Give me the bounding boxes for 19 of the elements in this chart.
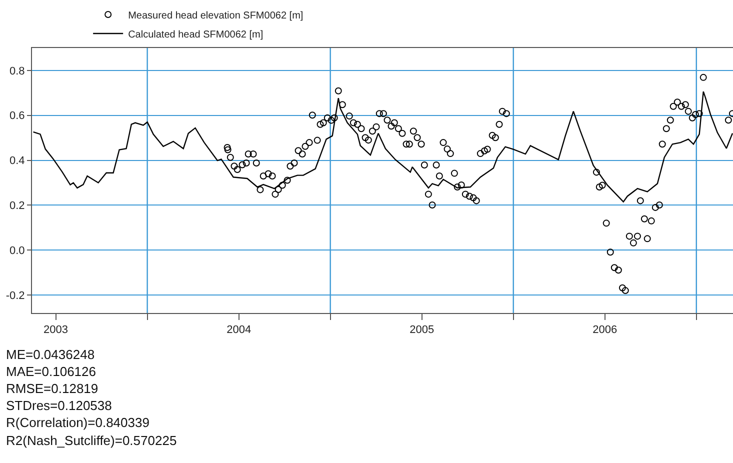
y-tick-label: 0.8 <box>10 65 25 78</box>
x-tick-label: 2006 <box>592 324 618 336</box>
text: R(Correlation)=0.840339 <box>6 415 150 430</box>
y-tick-label: 0.0 <box>10 244 25 257</box>
y-tick-label: -0.2 <box>6 290 25 302</box>
legend-label: Measured head elevation SFM0062 [m] <box>128 10 304 22</box>
text: R2(Nash_Sutcliffe)=0.570225 <box>6 433 177 448</box>
text: STDres=0.120538 <box>6 398 112 413</box>
text: MAE=0.106126 <box>6 364 96 379</box>
y-tick-label: 0.4 <box>10 155 25 168</box>
x-tick-label: 2003 <box>44 324 68 336</box>
y-tick-label: 0.2 <box>10 200 25 212</box>
legend-label: Calculated head SFM0062 [m] <box>128 29 264 40</box>
text: ME=0.0436248 <box>6 347 95 362</box>
y-tick-label: 0.6 <box>10 110 25 122</box>
x-tick-label: 2004 <box>226 324 252 336</box>
text: RMSE=0.12819 <box>6 381 98 396</box>
x-tick-label: 2005 <box>410 324 434 336</box>
line-series <box>32 90 733 202</box>
